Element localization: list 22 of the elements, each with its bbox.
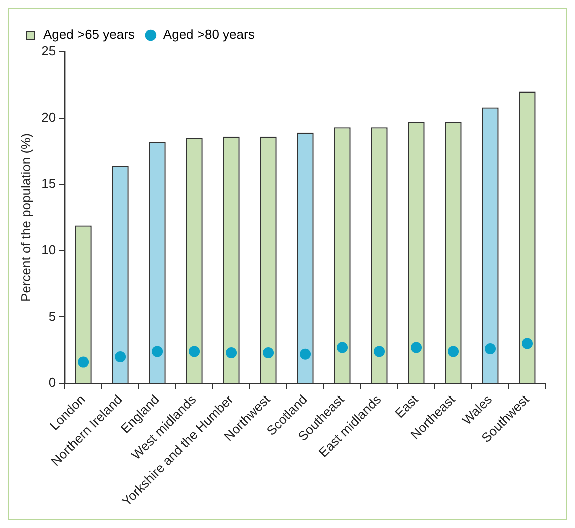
- point: [337, 342, 348, 354]
- point: [226, 348, 238, 359]
- point: [115, 351, 126, 362]
- y-axis-title: Percent of the population (%): [18, 134, 34, 302]
- point: [485, 344, 496, 355]
- point: [78, 356, 90, 368]
- point: [374, 346, 386, 358]
- y-tick-label: 20: [42, 110, 56, 125]
- point: [300, 348, 312, 360]
- legend-label: Aged >80 years: [163, 27, 256, 42]
- point: [189, 346, 200, 358]
- point: [522, 338, 534, 350]
- point: [448, 346, 460, 358]
- point: [411, 342, 422, 354]
- y-tick-label: 0: [48, 375, 56, 390]
- legend-label: Aged >65 years: [44, 27, 136, 42]
- y-tick-label: 25: [42, 44, 56, 59]
- y-tick-label: 5: [48, 308, 56, 324]
- y-tick-label: 10: [42, 242, 56, 258]
- point: [263, 348, 274, 359]
- point: [152, 346, 164, 358]
- y-tick-label: 15: [42, 176, 56, 192]
